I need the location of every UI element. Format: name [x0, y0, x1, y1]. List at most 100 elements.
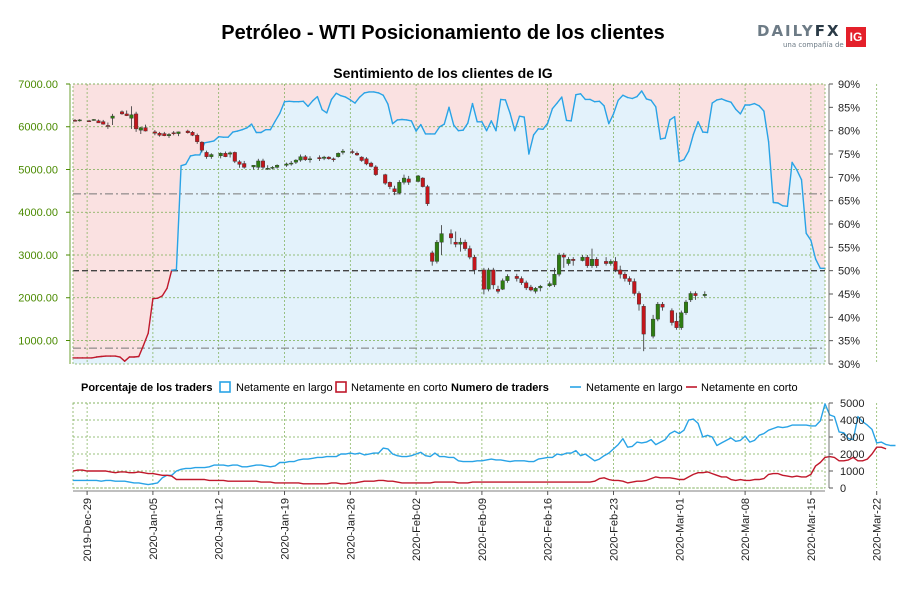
candle-body [317, 157, 322, 160]
right-axis-label: 30% [838, 359, 860, 371]
x-axis-label: 2020-Jan-05 [148, 498, 160, 560]
left-axis-label: 7000.00 [18, 79, 58, 91]
candle-body [618, 269, 623, 275]
sentiment-line-segment [537, 128, 544, 131]
sentiment-line-segment [669, 115, 676, 121]
sentiment-line-segment [688, 133, 695, 152]
brand-name-part2: FX [814, 22, 841, 40]
sentiment-line-segment [349, 99, 356, 104]
candle-body [303, 156, 308, 160]
sentiment-line-segment [617, 94, 624, 102]
right-axis-label: 35% [838, 336, 860, 348]
sentiment-line-segment [471, 102, 478, 123]
sentiment-line-segment [641, 90, 648, 100]
dailyfx-logo: DAILYFX una compañía de IG [757, 22, 867, 52]
sentiment-line-segment [133, 355, 140, 358]
sentiment-line-segment [156, 295, 164, 299]
candle-body [486, 269, 491, 290]
candle-body [152, 131, 157, 134]
sentiment-line-segment [344, 96, 351, 101]
candle-body [463, 241, 468, 249]
sentiment-line-segment [796, 169, 803, 181]
x-axis-label: 2020-Mar-15 [806, 498, 818, 561]
sentiment-line-segment [119, 356, 126, 362]
legend-long-swatch [219, 381, 231, 393]
candle-body [524, 282, 529, 289]
candle-body [218, 153, 223, 157]
candle-body [228, 152, 233, 155]
lower-plot-frame [72, 402, 826, 489]
candle-body [684, 301, 689, 313]
sentiment-line-segment [330, 92, 337, 101]
sentiment-line-segment [589, 98, 596, 103]
sentiment-line-segment [631, 95, 638, 100]
candle-body [251, 165, 256, 168]
sentiment-line-segment [312, 95, 319, 102]
sentiment-line-segment [575, 93, 582, 96]
candle-body [143, 127, 148, 132]
sentiment-line-segment [387, 103, 394, 125]
sentiment-line-segment [373, 91, 380, 94]
sentiment-line-segment [189, 154, 196, 157]
candle-body [688, 293, 693, 301]
sentiment-line-segment [448, 106, 455, 126]
candle-body [660, 303, 665, 308]
candle-body [289, 162, 294, 165]
left-axis-label: 2000.00 [18, 293, 58, 305]
sentiment-line-segment [626, 96, 633, 100]
right-axis-label: 75% [838, 149, 860, 161]
candle-body [439, 233, 444, 243]
sentiment-line-segment [810, 239, 817, 260]
sentiment-line-segment [335, 92, 342, 97]
candle-body [223, 153, 228, 157]
sentiment-line-segment [608, 113, 615, 125]
sentiment-line-segment [123, 356, 131, 362]
sentiment-line-segment [269, 120, 276, 131]
lower-grid [73, 402, 878, 489]
candle-body [176, 131, 181, 134]
candle-body [359, 156, 364, 161]
x-axis-label: 2020-Mar-08 [740, 498, 752, 561]
candle-body [331, 158, 336, 161]
sentiment-line-segment [217, 135, 225, 138]
right-axis-label: 50% [838, 266, 860, 278]
candle-body [651, 318, 656, 337]
sentiment-line-segment [500, 98, 507, 101]
candle-body [373, 166, 378, 175]
candle-body [594, 259, 599, 266]
lower-axis-label: 3000 [840, 432, 864, 444]
sentiment-line-segment [260, 128, 267, 134]
sentiment-line-segment [208, 140, 215, 143]
sentiment-line-segment [250, 123, 257, 134]
candle-body [190, 132, 195, 136]
sentiment-line-segment [161, 287, 168, 297]
sentiment-line-segment [720, 98, 727, 102]
right-axis-label: 55% [838, 242, 860, 254]
sentiment-line-segment [203, 141, 211, 144]
sentiment-line-segment [565, 119, 572, 122]
sentiment-line-segment [138, 344, 145, 358]
lower-axis-label: 2000 [840, 449, 864, 461]
legend-long-label: Netamente en largo [236, 382, 333, 394]
candle-body [434, 241, 439, 262]
candle-body [326, 156, 331, 160]
candle-body [232, 152, 237, 162]
sentiment-line-segment [579, 93, 586, 101]
sentiment-line-segment [232, 130, 239, 133]
sentiment-line-segment [570, 93, 577, 122]
sentiment-line-segment [551, 102, 558, 110]
brand-wordmark: DAILYFX [757, 22, 841, 40]
candle-body [472, 256, 477, 271]
right-axis-label: 45% [838, 289, 860, 301]
sentiment-line-segment [462, 122, 469, 131]
sentiment-line-segment [659, 137, 666, 140]
candle-body [340, 150, 345, 153]
candle-body [397, 182, 402, 194]
candle-body [702, 294, 707, 296]
candle-body [693, 293, 698, 296]
sentiment-line-segment [213, 135, 220, 142]
sentiment-line-segment [495, 98, 502, 132]
candle-body [458, 241, 463, 245]
left-axis-label: 1000.00 [18, 335, 58, 347]
sentiment-line-segment [420, 123, 427, 135]
